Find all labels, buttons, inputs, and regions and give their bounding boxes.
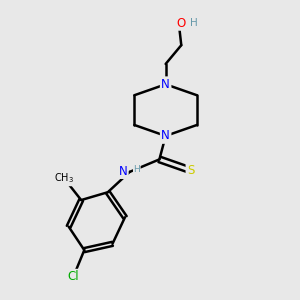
Text: S: S [187,164,194,177]
Text: N: N [119,165,128,178]
Text: H: H [190,18,197,28]
Text: N: N [161,78,170,91]
Text: N: N [161,129,170,142]
Text: H: H [134,165,140,174]
Text: CH$_3$: CH$_3$ [54,171,74,185]
Text: Cl: Cl [68,270,79,283]
Text: O: O [176,17,185,30]
